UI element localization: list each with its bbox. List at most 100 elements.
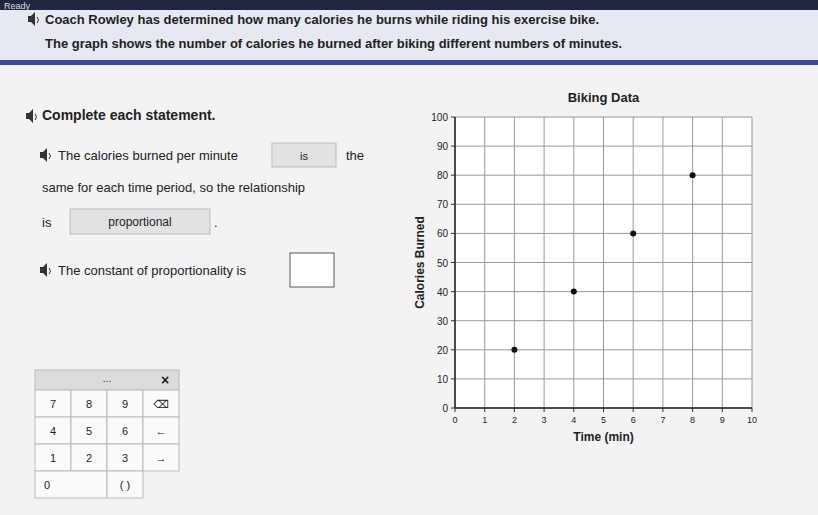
y-tick-label: 60 (437, 228, 449, 239)
statement-text: the (346, 148, 364, 163)
answer-box[interactable] (272, 143, 336, 167)
grid-line (752, 117, 753, 408)
keypad-header (35, 370, 179, 390)
keypad-key[interactable] (35, 417, 71, 444)
y-tick-label: 40 (437, 287, 449, 298)
x-tick-label: 10 (747, 415, 757, 425)
x-tick-label: 8 (690, 415, 695, 425)
keypad-label: 6 (122, 425, 128, 437)
speaker-shape (40, 263, 47, 277)
x-tick-label: 1 (482, 415, 487, 425)
keypad-key[interactable] (143, 390, 179, 417)
instruction: Complete each statement. (42, 107, 216, 123)
keypad-label: ⌫ (153, 398, 169, 410)
statement-text: . (214, 215, 218, 230)
intro-line: Coach Rowley has determined how many cal… (45, 12, 599, 27)
answer-text: proportional (108, 215, 171, 229)
y-tick-label: 80 (437, 170, 449, 181)
statement-text: The calories burned per minute (58, 148, 238, 163)
x-tick-label: 3 (542, 415, 547, 425)
statement-text: same for each time period, so the relati… (42, 180, 305, 195)
keypad-label: 8 (86, 398, 92, 410)
statement-text: is (42, 215, 52, 230)
speaker-icon[interactable] (26, 109, 37, 123)
page: Ready Coach Rowley has determined how man… (0, 0, 818, 515)
x-tick-label: 0 (452, 415, 457, 425)
keypad-key[interactable] (143, 444, 179, 471)
grid-line (573, 117, 574, 408)
keypad-label: 1 (50, 452, 56, 464)
grid-line (484, 117, 485, 408)
status-bar (0, 0, 818, 10)
x-tick-label: 7 (660, 415, 665, 425)
speaker-icon[interactable] (40, 148, 51, 162)
keypad-label: 3 (122, 452, 128, 464)
points (511, 172, 695, 353)
keypad-key[interactable] (107, 390, 143, 417)
keypad-key[interactable] (107, 417, 143, 444)
keypad-label: 0 (44, 479, 50, 491)
x-tick-label: 2 (512, 415, 517, 425)
grid-line (722, 117, 723, 408)
grid-line (544, 117, 545, 408)
keypad-label: ( ) (120, 479, 130, 491)
grid-line (633, 117, 634, 408)
data-point (630, 230, 636, 236)
speaker-wave (49, 153, 51, 159)
x-axis-label: Time (min) (573, 430, 633, 444)
speaker-icon[interactable] (28, 12, 39, 26)
y-tick-label: 70 (437, 199, 449, 210)
plot-area (455, 117, 752, 408)
keypad-key[interactable] (143, 417, 179, 444)
y-axis-label: Calories Burned (413, 216, 427, 309)
answer-text: is (300, 150, 308, 162)
keypad-close: × (161, 372, 169, 388)
speaker-wave (35, 114, 37, 120)
keypad-key[interactable] (71, 444, 107, 471)
x-tick-label: 5 (601, 415, 606, 425)
chart-title: Biking Data (568, 90, 640, 105)
keypad-key[interactable] (35, 390, 71, 417)
grid-line (514, 117, 515, 408)
grid-line (455, 117, 456, 408)
intro-panel (0, 10, 818, 62)
y-tick-label: 50 (437, 258, 449, 269)
keypad-label: 7 (50, 398, 56, 410)
x-tick-label: 6 (631, 415, 636, 425)
data-point (690, 172, 696, 178)
grid-line (692, 117, 693, 408)
keypad-label: 4 (50, 425, 56, 437)
y-tick-label: 10 (437, 374, 449, 385)
data-point (571, 289, 577, 295)
keypad-key[interactable] (71, 417, 107, 444)
y-tick-label: 90 (437, 141, 449, 152)
keypad-key[interactable] (107, 471, 143, 498)
keypad-key[interactable] (71, 390, 107, 417)
speaker-wave (37, 17, 39, 23)
y-tick-label: 0 (442, 403, 448, 414)
data-point (511, 347, 517, 353)
status-text: Ready (4, 1, 31, 11)
speaker-icon[interactable] (40, 263, 51, 277)
statement-text: The constant of proportionality is (58, 263, 246, 278)
keypad-key[interactable] (107, 444, 143, 471)
grid-line (455, 408, 752, 409)
speaker-wave (49, 268, 51, 274)
intro-border (0, 60, 818, 65)
y-tick-label: 100 (431, 112, 448, 123)
keypad-label: 2 (86, 452, 92, 464)
keypad-label: → (156, 452, 167, 464)
grid-line (603, 117, 604, 408)
background (0, 0, 818, 515)
keypad-key[interactable] (35, 471, 107, 498)
x-tick-label: 4 (571, 415, 576, 425)
y-axis (454, 117, 456, 408)
intro-line: The graph shows the number of calories h… (45, 36, 622, 51)
x-axis (455, 407, 752, 409)
keypad-label: ← (156, 425, 167, 437)
keypad-key[interactable] (35, 444, 71, 471)
speaker-shape (26, 109, 33, 123)
speaker-shape (28, 12, 35, 26)
answer-box[interactable] (70, 209, 210, 234)
answer-input[interactable] (290, 253, 334, 287)
